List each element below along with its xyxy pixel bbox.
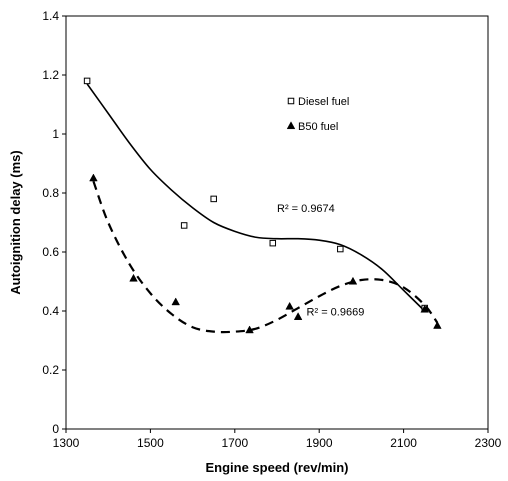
y-tick-label: 0.2 [42, 363, 59, 377]
series-diesel-fuel [83, 77, 428, 312]
r-squared-label-2: R² = 0.9669 [307, 306, 365, 318]
data-point [129, 273, 138, 282]
data-point [180, 222, 188, 229]
trendline [86, 83, 426, 312]
x-tick-label: 2100 [390, 436, 417, 450]
data-point [285, 301, 294, 310]
legend-label-diesel: Diesel fuel [298, 96, 349, 108]
legend: Diesel fuel B50 fuel [286, 96, 349, 133]
data-point [433, 321, 442, 329]
series-layer [83, 77, 442, 334]
r-squared-label-1: R² = 0.9674 [277, 203, 335, 215]
y-axis-title: Autoignition delay (ms) [8, 150, 23, 294]
data-point [89, 173, 98, 182]
data-point [420, 304, 429, 313]
series-b50-fuel [89, 173, 442, 334]
y-tick-label: 0.4 [42, 304, 59, 318]
plot-frame [65, 15, 489, 430]
data-point [348, 276, 358, 285]
data-point [269, 239, 277, 247]
y-tick-label: 0 [52, 422, 59, 436]
x-tick-label: 1900 [306, 436, 333, 450]
plot-area [65, 15, 489, 430]
trendline [92, 180, 439, 334]
axes: 0 0.2 0.4 0.6 0.8 1 1.2 1.4 1300 1500 1700 1900 2100… [8, 9, 502, 475]
legend-marker-diesel [287, 97, 295, 105]
y-tick-label: 1.4 [42, 9, 59, 23]
x-tick-label: 1700 [221, 436, 248, 450]
x-tick-label: 1500 [137, 436, 164, 450]
data-point [245, 325, 254, 334]
x-tick-label: 2300 [475, 436, 502, 450]
data-point [293, 312, 303, 320]
data-point [210, 195, 217, 203]
legend-label-b50: B50 fuel [298, 121, 338, 133]
y-tick-label: 1 [52, 127, 59, 141]
x-tick-label: 1300 [53, 436, 80, 450]
data-point [337, 245, 344, 253]
data-point [171, 297, 180, 306]
legend-marker-b50 [286, 121, 296, 130]
data-point [83, 77, 91, 85]
y-tick-label: 0.6 [42, 245, 59, 259]
annotations: R² = 0.9674 R² = 0.9669 [277, 203, 364, 318]
y-tick-label: 1.2 [42, 68, 59, 82]
y-tick-label: 0.8 [42, 186, 59, 200]
x-axis-title: Engine speed (rev/min) [205, 460, 348, 475]
